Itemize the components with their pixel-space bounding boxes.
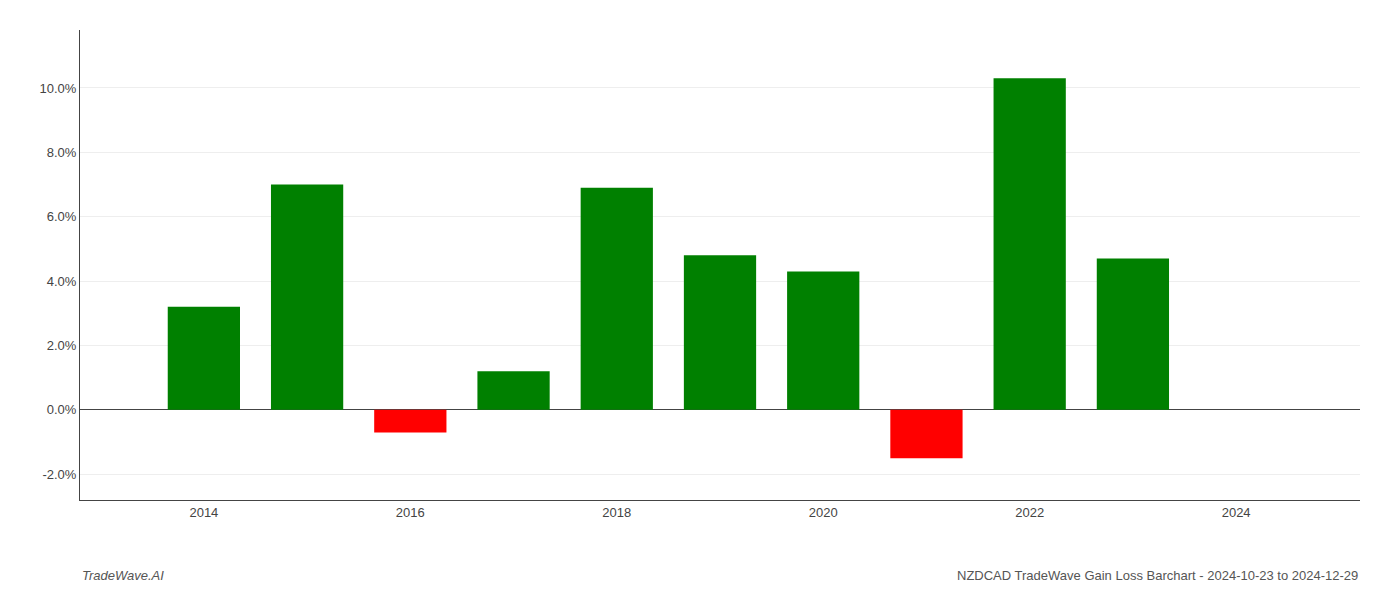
svg-text:4.0%: 4.0% <box>47 274 77 289</box>
svg-text:TradeWave.AI: TradeWave.AI <box>82 568 164 583</box>
svg-text:-2.0%: -2.0% <box>42 467 76 482</box>
svg-text:2022: 2022 <box>1015 505 1044 520</box>
svg-text:10.0%: 10.0% <box>40 81 77 96</box>
svg-text:2018: 2018 <box>602 505 631 520</box>
svg-text:8.0%: 8.0% <box>47 145 77 160</box>
svg-text:2020: 2020 <box>809 505 838 520</box>
svg-text:2024: 2024 <box>1222 505 1251 520</box>
svg-text:0.0%: 0.0% <box>47 402 77 417</box>
svg-text:6.0%: 6.0% <box>47 209 77 224</box>
svg-text:NZDCAD TradeWave Gain Loss Bar: NZDCAD TradeWave Gain Loss Barchart - 20… <box>957 568 1358 583</box>
svg-text:2014: 2014 <box>189 505 218 520</box>
svg-text:2016: 2016 <box>396 505 425 520</box>
svg-text:2.0%: 2.0% <box>47 338 77 353</box>
